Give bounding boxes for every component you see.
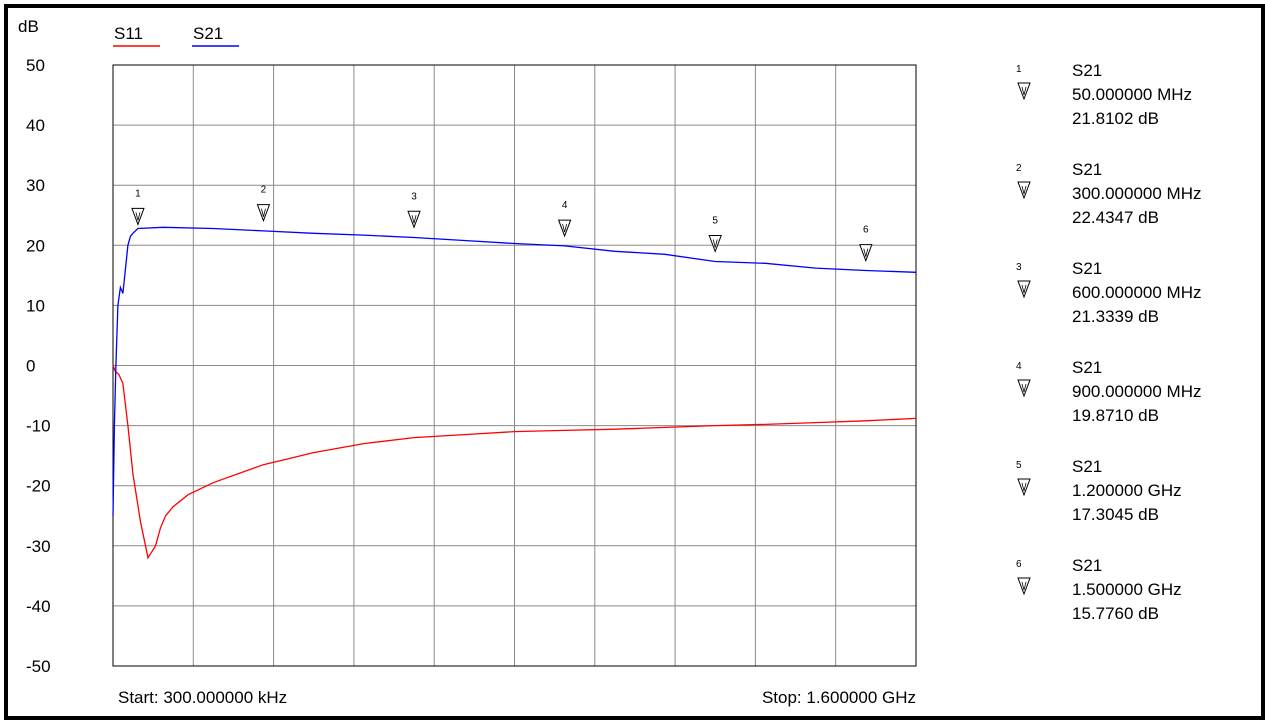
marker-triangle-icon-detail [263, 208, 266, 217]
marker-triangle-icon [1017, 478, 1031, 497]
y-tick-label: 50 [26, 56, 45, 75]
marker-list-frequency: 50.000000 MHz [1072, 85, 1192, 104]
marker-triangle-icon [1017, 82, 1031, 101]
marker-triangle-icon [859, 244, 873, 263]
y-tick-label: -10 [26, 417, 51, 436]
marker-list-number: 4 [1016, 361, 1022, 372]
y-tick-label: -30 [26, 537, 51, 556]
marker-triangle-icon-detail [1021, 284, 1025, 294]
trace-s21 [112, 226, 917, 516]
marker-triangle-icon [557, 219, 572, 238]
marker-triangle-icon [1017, 577, 1031, 596]
marker-triangle-icon [1017, 379, 1031, 398]
marker-list-value: 22.4347 dB [1072, 208, 1159, 227]
marker-triangle-icon-detail [1023, 482, 1027, 492]
marker-triangle-icon-detail [714, 239, 718, 248]
marker-list-trace: S21 [1072, 457, 1102, 476]
marker-number: 4 [562, 200, 568, 211]
marker-triangle-icon [256, 204, 271, 223]
marker-list-frequency: 300.000000 MHz [1072, 184, 1201, 203]
marker-triangle-icon-detail [1021, 581, 1025, 591]
y-tick-labels: 50 40 30 20 10 0 -10 -20 -30 -40 -50 [26, 56, 51, 676]
marker-triangle-icon-detail [1021, 482, 1025, 492]
marker-list-number: 2 [1016, 163, 1022, 174]
marker-list-frequency: 600.000000 MHz [1072, 283, 1201, 302]
trace-s11 [112, 365, 917, 560]
marker-list-trace: S21 [1072, 160, 1102, 179]
marker-readout-list: 1 S21 50.000000 MHz 21.8102 dB 2 S21 300.00000… [1016, 61, 1201, 623]
marker-triangle-icon-detail [712, 239, 716, 248]
legend-s11-label: S11 [114, 24, 143, 43]
marker-list-number: 6 [1016, 559, 1022, 570]
marker-triangle-icon-detail [1021, 383, 1025, 393]
marker-triangle-icon-detail [1023, 581, 1027, 591]
marker-triangle-icon-detail [1021, 185, 1025, 195]
marker-list-frequency: 900.000000 MHz [1072, 382, 1201, 401]
marker-triangle-icon-detail [1023, 383, 1027, 393]
plot-grid [112, 64, 917, 667]
y-tick-label: 20 [26, 236, 45, 255]
marker-triangle-icon-detail [564, 223, 568, 233]
marker-list-trace: S21 [1072, 259, 1102, 278]
chart-frame [4, 4, 1265, 720]
marker-number: 1 [135, 188, 141, 199]
marker-triangle-icon-detail [1021, 86, 1025, 96]
y-tick-label: 10 [26, 296, 45, 315]
y-tick-label: -40 [26, 597, 51, 616]
marker-list-trace: S21 [1072, 358, 1102, 377]
legend-s21-label: S21 [193, 24, 223, 43]
marker-triangle-icon-detail [1023, 185, 1027, 195]
y-unit-label: dB [18, 17, 39, 36]
marker-list-number: 1 [1016, 64, 1022, 75]
marker-triangle-icon-detail [135, 212, 139, 221]
y-tick-label: -20 [26, 477, 51, 496]
plot-markers: 1 2 3 4 5 6 [131, 185, 873, 263]
marker-number: 3 [411, 191, 417, 202]
marker-triangle-icon-detail [1023, 86, 1027, 96]
y-tick-label: 40 [26, 116, 45, 135]
marker-list-value: 17.3045 dB [1072, 505, 1159, 524]
marker-number: 2 [261, 185, 267, 196]
stop-frequency-label: Stop: 1.600000 GHz [762, 688, 916, 707]
marker-triangle-icon [708, 234, 722, 253]
marker-number: 6 [863, 225, 869, 236]
y-tick-label: -50 [26, 657, 51, 676]
marker-list-number: 3 [1016, 262, 1022, 273]
marker-triangle-icon-detail [137, 212, 141, 221]
marker-triangle-icon [407, 210, 421, 229]
marker-list-number: 5 [1016, 460, 1022, 471]
marker-triangle-icon-detail [261, 208, 264, 217]
marker-triangle-icon-detail [865, 248, 869, 257]
y-tick-label: 0 [26, 357, 35, 376]
y-tick-label: 30 [26, 176, 45, 195]
marker-triangle-icon [1017, 181, 1031, 200]
start-frequency-label: Start: 300.000000 kHz [118, 688, 287, 707]
marker-triangle-icon-detail [413, 215, 417, 224]
marker-triangle-icon-detail [562, 223, 566, 233]
marker-list-value: 21.3339 dB [1072, 307, 1159, 326]
marker-list-value: 21.8102 dB [1072, 109, 1159, 128]
marker-triangle-icon [131, 207, 145, 226]
marker-list-frequency: 1.500000 GHz [1072, 580, 1182, 599]
marker-list-value: 19.8710 dB [1072, 406, 1159, 425]
trace-lines [112, 226, 917, 560]
marker-list-trace: S21 [1072, 61, 1102, 80]
marker-list-trace: S21 [1072, 556, 1102, 575]
marker-number: 5 [712, 215, 718, 226]
marker-list-value: 15.7760 dB [1072, 604, 1159, 623]
marker-triangle-icon-detail [1023, 284, 1027, 294]
marker-triangle-icon [1017, 280, 1031, 299]
marker-triangle-icon-detail [411, 215, 415, 224]
marker-list-frequency: 1.200000 GHz [1072, 481, 1182, 500]
marker-triangle-icon-detail [863, 248, 867, 257]
